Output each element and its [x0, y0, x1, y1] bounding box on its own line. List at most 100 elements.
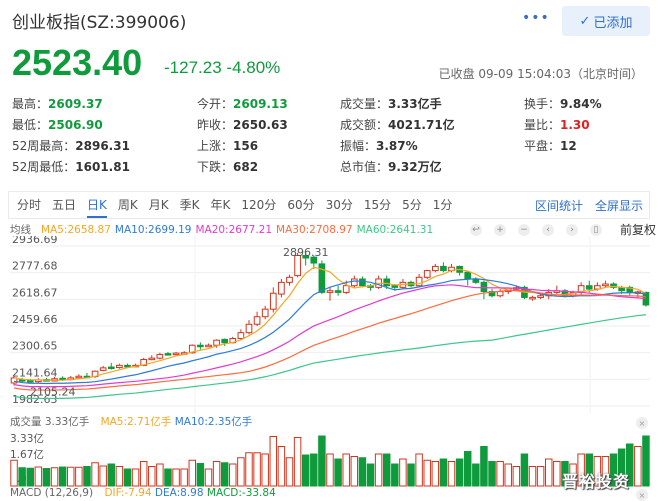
volume-legend: 成交量 3.33亿手 MA5:2.71亿手 MA10:2.35亿手: [10, 414, 252, 429]
stat-value: 9.84%: [560, 97, 602, 111]
stat-value: 3.33亿手: [388, 97, 442, 111]
tab-周K[interactable]: 周K: [118, 192, 138, 218]
ma-item: MA20:2677.21: [195, 224, 272, 236]
stat-label: 下跌：: [197, 160, 233, 174]
added-watchlist-button[interactable]: ✓ 已添加: [562, 6, 650, 36]
stat-item: 52周最高：2896.31: [12, 136, 130, 157]
stat-item: 成交额：4021.71亿: [340, 115, 455, 136]
tab-5分[interactable]: 5分: [402, 192, 422, 218]
volume-chart[interactable]: 3.33亿1.67亿0.00: [0, 430, 657, 487]
current-price: 2523.40: [12, 42, 142, 84]
svg-text:2141.64: 2141.64: [12, 366, 58, 379]
candle-icon[interactable]: ▯: [590, 224, 602, 236]
stat-item: 平盘：12: [524, 136, 602, 157]
stat-value: 2650.63: [233, 118, 288, 132]
svg-text:2105.24: 2105.24: [30, 385, 76, 398]
close-macd-icon[interactable]: ×: [636, 489, 648, 501]
stat-value: 2896.31: [75, 139, 130, 153]
macd-legend: MACD (12,26,9) DIF:-7.94 DEA:8.98 MACD:-…: [10, 487, 276, 499]
stat-label: 振幅：: [340, 139, 376, 153]
svg-text:2618.67: 2618.67: [12, 286, 58, 299]
stat-label: 成交量：: [340, 97, 388, 111]
tab-季K[interactable]: 季K: [180, 192, 200, 218]
stat-item: 最低：2506.90: [12, 115, 130, 136]
stat-item: 成交量：3.33亿手: [340, 94, 455, 115]
svg-text:2896.31: 2896.31: [283, 246, 329, 259]
check-icon: ✓: [580, 14, 591, 29]
ma-item: MA10:2699.19: [115, 224, 192, 236]
stat-value: 12: [560, 139, 577, 153]
ma-item: MA5:2658.87: [41, 224, 111, 236]
stat-value: 9.32万亿: [388, 160, 442, 174]
next-icon[interactable]: ›: [566, 224, 578, 236]
change-percent: -4.80%: [226, 58, 280, 77]
macd-value: MACD:-33.84: [207, 487, 276, 499]
stat-label: 最高：: [12, 97, 48, 111]
tab-15分[interactable]: 15分: [364, 192, 391, 218]
ma-label: 均线: [10, 224, 31, 236]
stat-item: 总市值：9.32万亿: [340, 157, 455, 178]
stat-label: 今开：: [197, 97, 233, 111]
tab-年K[interactable]: 年K: [211, 192, 231, 218]
svg-text:2459.66: 2459.66: [12, 313, 58, 326]
action-全屏显示[interactable]: 全屏显示: [595, 197, 643, 214]
macd-dif: DIF:-7.94: [104, 487, 151, 499]
svg-text:2777.68: 2777.68: [12, 260, 58, 273]
stat-item: 昨收：2650.63: [197, 115, 288, 136]
svg-text:1.67亿: 1.67亿: [10, 448, 44, 461]
stats-col-4: 换手：9.84%量比：1.30平盘：12: [524, 94, 602, 157]
macd-label: MACD (12,26,9): [10, 487, 93, 499]
volume-label: 成交量 3.33亿手: [10, 416, 89, 428]
volume-ma10: MA10:2.35亿手: [175, 416, 253, 428]
stat-item: 今开：2609.13: [197, 94, 288, 115]
kline-chart[interactable]: 2936.692777.682618.672459.662300.652141.…: [0, 236, 657, 414]
stat-label: 昨收：: [197, 118, 233, 132]
tab-分时[interactable]: 分时: [17, 192, 41, 218]
tab-actions: 区间统计全屏显示: [535, 197, 649, 214]
stat-label: 换手：: [524, 97, 560, 111]
stat-value: 4021.71亿: [388, 118, 455, 132]
svg-text:3.33亿: 3.33亿: [10, 432, 44, 445]
stat-value: 156: [233, 139, 258, 153]
added-label: 已添加: [593, 12, 632, 31]
stat-value: 1601.81: [75, 160, 130, 174]
volume-ma5: MA5:2.71亿手: [101, 416, 172, 428]
zoom-out-icon[interactable]: −: [518, 224, 530, 236]
tab-五日[interactable]: 五日: [52, 192, 76, 218]
stat-label: 最低：: [12, 118, 48, 132]
watermark: 晋裕投资: [562, 468, 630, 492]
stat-label: 上涨：: [197, 139, 233, 153]
tab-日K[interactable]: 日K: [87, 192, 107, 218]
stat-item: 52周最低：1601.81: [12, 157, 130, 178]
stat-value: 1.30: [560, 118, 590, 132]
stat-item: 量比：1.30: [524, 115, 602, 136]
svg-text:2300.65: 2300.65: [12, 340, 58, 353]
tab-120分[interactable]: 120分: [241, 192, 276, 218]
stat-label: 52周最高：: [12, 139, 75, 153]
stat-label: 平盘：: [524, 139, 560, 153]
stat-value: 3.87%: [376, 139, 418, 153]
market-status-time: 已收盘 09-09 15:04:03（北京时间）: [439, 65, 643, 82]
stat-item: 最高：2609.37: [12, 94, 130, 115]
stats-col-3: 成交量：3.33亿手成交额：4021.71亿振幅：3.87%总市值：9.32万亿: [340, 94, 455, 178]
tab-60分[interactable]: 60分: [287, 192, 314, 218]
more-icon[interactable]: •••: [522, 10, 550, 26]
close-volume-icon[interactable]: ×: [636, 417, 648, 429]
macd-dea: DEA:8.98: [155, 487, 204, 499]
stat-value: 2609.37: [48, 97, 103, 111]
prev-icon[interactable]: ‹: [542, 224, 554, 236]
index-title: 创业板指(SZ:399006): [12, 8, 186, 33]
stat-value: 2609.13: [233, 97, 288, 111]
tab-1分[interactable]: 1分: [433, 192, 453, 218]
ma-item: MA30:2708.97: [276, 224, 353, 236]
ma-legend: 均线 MA5:2658.87 MA10:2699.19MA20:2677.21 MA3…: [10, 222, 437, 237]
change-value: -127.23: [164, 58, 222, 77]
tab-30分[interactable]: 30分: [326, 192, 353, 218]
price-change: -127.23 -4.80%: [164, 58, 280, 78]
undo-icon[interactable]: ↩: [470, 224, 482, 236]
action-区间统计[interactable]: 区间统计: [535, 197, 583, 214]
tab-月K[interactable]: 月K: [149, 192, 169, 218]
stat-value: 682: [233, 160, 258, 174]
stat-label: 总市值：: [340, 160, 388, 174]
zoom-in-icon[interactable]: +: [494, 224, 506, 236]
